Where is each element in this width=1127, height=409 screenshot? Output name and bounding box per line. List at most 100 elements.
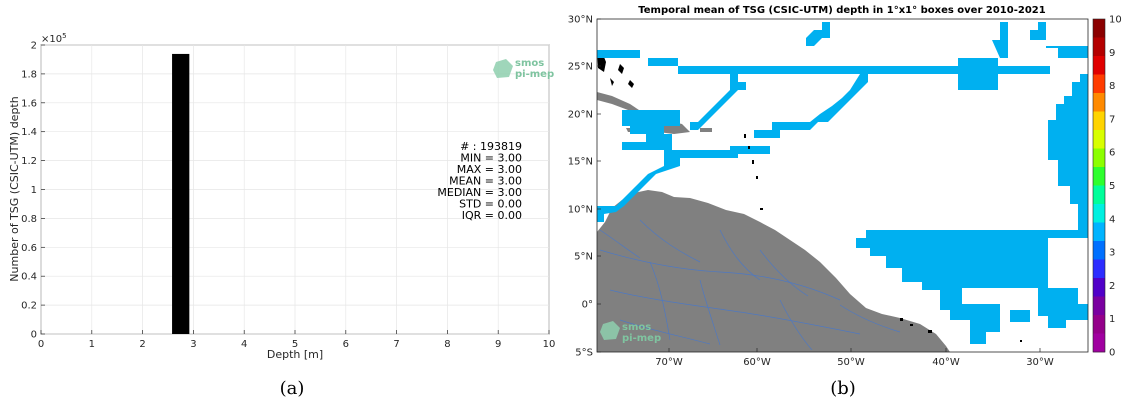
stat-line: MIN = 3.00 xyxy=(460,152,522,165)
colorbar-segment xyxy=(1093,93,1105,112)
y-multiplier: ×105 xyxy=(41,32,67,45)
y-tick-label: 1.4 xyxy=(21,127,37,138)
lat-tick-label: 20°N xyxy=(568,110,593,121)
land-bahamas xyxy=(610,64,634,88)
map-chart: Temporal mean of TSG (CSIC-UTM) depth in… xyxy=(568,5,1122,399)
bars-a xyxy=(172,53,190,334)
x-tick-label: 9 xyxy=(495,339,501,350)
logo-a: smos pi-mep xyxy=(493,58,554,80)
colorbar-segment xyxy=(1093,185,1105,205)
caption-b: (b) xyxy=(830,378,856,399)
y-tick-label: 0 xyxy=(31,330,37,341)
lon-tick-label: 40°W xyxy=(932,357,960,368)
colorbar-tick-label: 1 xyxy=(1109,314,1115,325)
y-tick-label: 1.6 xyxy=(21,98,37,109)
x-tick-label: 1 xyxy=(89,339,95,350)
y-tick-label: 0.4 xyxy=(21,272,37,283)
lat-tick-label: 5°N xyxy=(574,252,593,263)
logo-b: smos pi-mep xyxy=(600,321,661,344)
colorbar-tick-label: 4 xyxy=(1109,214,1115,225)
colorbar-tick-label: 0 xyxy=(1109,348,1115,359)
colorbar-tick-label: 8 xyxy=(1109,81,1115,92)
y-tick-label: 1.2 xyxy=(21,156,37,167)
lon-tick-label: 60°W xyxy=(743,357,771,368)
grid-a xyxy=(40,44,550,335)
colorbar-segment xyxy=(1093,259,1105,279)
colorbar-tick-label: 3 xyxy=(1109,248,1115,259)
lat-tick-label: 25°N xyxy=(568,62,593,73)
y-tick-label: 0.6 xyxy=(21,243,37,254)
svg-text:smos: smos xyxy=(622,322,651,333)
lat-tick-label: 0° xyxy=(582,300,593,311)
land-south-america xyxy=(597,190,950,352)
track-boxes xyxy=(597,22,1088,344)
colorbar-segment xyxy=(1093,333,1105,353)
svg-text:smos: smos xyxy=(515,58,544,69)
land-cuba xyxy=(597,92,642,112)
colorbar-tick-label: 2 xyxy=(1109,281,1115,292)
lon-ticks: 70°W 60°W 50°W 40°W 30°W xyxy=(655,348,1054,368)
lat-tick-label: 5°S xyxy=(575,348,593,359)
stat-line: MEAN = 3.00 xyxy=(449,175,522,188)
x-tick-label: 8 xyxy=(444,339,450,350)
lon-tick-label: 70°W xyxy=(655,357,683,368)
colorbar-segment xyxy=(1093,296,1105,316)
colorbar-tick-label: 5 xyxy=(1109,181,1115,192)
x-tick-label: 2 xyxy=(139,339,145,350)
lon-tick-label: 50°W xyxy=(837,357,865,368)
colorbar-segment xyxy=(1093,37,1105,57)
histogram-chart: 0 1 2 3 4 5 6 7 8 9 10 0 0.2 0.4 0.6 0.8 1 1.2 1.4 1.6 1.8 2… xyxy=(8,32,555,399)
svg-text:pi-mep: pi-mep xyxy=(515,69,554,80)
colorbar-segment xyxy=(1093,19,1105,38)
colorbar-tick-label: 6 xyxy=(1109,148,1115,159)
stat-line: # : 193819 xyxy=(460,140,522,153)
x-tick-label: 6 xyxy=(343,339,349,350)
stat-line: MEDIAN = 3.00 xyxy=(437,186,522,199)
x-tick-label: 5 xyxy=(292,339,298,350)
x-axis-label: Depth [m] xyxy=(267,348,323,361)
stat-line: MAX = 3.00 xyxy=(457,163,522,176)
colorbar-segment xyxy=(1093,315,1105,334)
colorbar-tick-label: 9 xyxy=(1109,48,1115,59)
lon-tick-label: 30°W xyxy=(1026,357,1054,368)
map-title: Temporal mean of TSG (CSIC-UTM) depth in… xyxy=(638,5,1045,16)
lat-tick-label: 15°N xyxy=(568,157,593,168)
colorbar-segment xyxy=(1093,204,1105,223)
colorbar-segment xyxy=(1093,74,1105,94)
y-tick-label: 1.8 xyxy=(21,69,37,80)
x-tick-label: 10 xyxy=(543,339,556,350)
x-ticks-a: 0 1 2 3 4 5 6 7 8 9 10 xyxy=(38,330,556,350)
y-tick-label: 2 xyxy=(31,41,37,52)
x-tick-label: 0 xyxy=(38,339,44,350)
y-axis-label: Number of TSG (CSIC-UTM) depth xyxy=(8,96,21,281)
y-ticks-a: 0 0.2 0.4 0.6 0.8 1 1.2 1.4 1.6 1.8 2 xyxy=(21,41,45,341)
map-frame xyxy=(596,18,1089,353)
x-tick-label: 4 xyxy=(241,339,247,350)
y-tick-label: 0.8 xyxy=(21,214,37,225)
rivers xyxy=(599,219,901,351)
colorbar-segment xyxy=(1093,241,1105,260)
stat-line: STD = 0.00 xyxy=(459,198,522,211)
colorbar-segment xyxy=(1093,111,1105,131)
colorbar-segment xyxy=(1093,56,1105,75)
bar xyxy=(172,53,190,334)
x-tick-label: 3 xyxy=(190,339,196,350)
lat-tick-label: 10°N xyxy=(568,205,593,216)
colorbar-tick-label: 10 xyxy=(1109,15,1122,26)
y-tick-label: 0.2 xyxy=(21,301,37,312)
logo-icon xyxy=(493,59,513,78)
caption-a: (a) xyxy=(280,378,305,399)
coast-accents xyxy=(744,134,1022,342)
lat-ticks: 30°N 25°N 20°N 15°N 10°N 5°N 0° 5°S xyxy=(568,15,601,359)
lat-tick-label: 30°N xyxy=(568,15,593,26)
colorbar-tick-label: 7 xyxy=(1109,114,1115,125)
logo-icon xyxy=(600,321,620,340)
colorbar-segment xyxy=(1093,222,1105,242)
colorbar-segment xyxy=(1093,167,1105,186)
y-tick-label: 1 xyxy=(31,185,37,196)
colorbar-segment xyxy=(1093,130,1105,149)
colorbar-segment xyxy=(1093,148,1105,168)
